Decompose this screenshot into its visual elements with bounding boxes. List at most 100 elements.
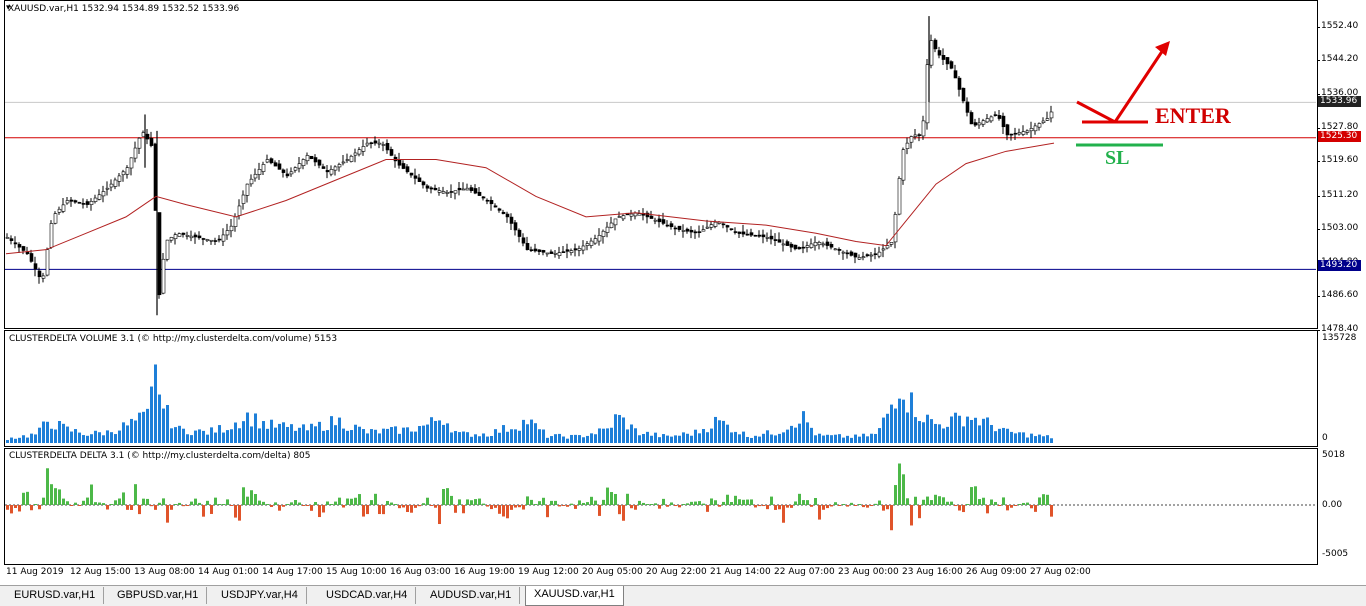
candle-body [137,137,142,149]
volume-bar [538,429,541,443]
candle-body [213,240,218,242]
volume-bar [466,432,469,443]
delta-bar [394,504,397,505]
candle-body [325,170,330,173]
volume-bar [914,417,917,443]
delta-bar [574,505,577,509]
delta-bar [518,505,521,508]
volume-bar [562,436,565,443]
time-label: 26 Aug 09:00 [966,567,1027,577]
price-pane[interactable] [4,0,1318,329]
volume-bar [378,433,381,443]
volume-bar [1050,438,1053,443]
delta-bar [346,498,349,505]
volume-bar [978,425,981,443]
candle-body [573,248,578,251]
delta-bar [54,488,57,505]
candle-body [633,212,638,217]
volume-bar [966,416,969,443]
symbol-tab[interactable]: USDJPY.var,H4 [213,587,307,604]
candle-body [589,240,594,246]
volume-bar [158,394,161,443]
volume-bar [490,436,493,443]
candle-body [9,238,14,241]
chart-menu-icon[interactable]: ▾ [6,3,11,13]
delta-bar [378,505,381,515]
volume-bar [242,421,245,443]
delta-bar [114,500,117,505]
candle-body [713,221,718,227]
candle-body [89,201,94,205]
delta-bar [726,494,729,505]
delta-bar [614,493,617,505]
candle-body [321,166,326,169]
delta-bar [278,505,281,511]
delta-bar [762,505,765,507]
delta-bar [466,499,469,505]
candle-body [817,242,822,246]
candle-body [581,245,586,251]
delta-bar [678,505,681,508]
candle-body [349,155,354,162]
volume-bar [1042,436,1045,443]
symbol-tab[interactable]: USDCAD.var,H4 [318,587,417,604]
delta-bar [478,498,481,505]
delta-bar [742,499,745,505]
volume-bar [986,417,989,443]
symbol-tab[interactable]: AUDUSD.var,H1 [422,587,521,604]
volume-bar [114,434,117,443]
volume-bar [674,435,677,443]
delta-bar [970,487,973,505]
delta-bar [826,505,829,509]
delta-bar [838,505,841,506]
delta-bar [474,499,477,505]
volume-bar [598,428,601,443]
candle-body [417,177,422,182]
volume-bar [390,427,393,443]
candle-body [941,55,946,60]
volume-pane[interactable] [4,330,1318,447]
volume-bar [330,416,333,443]
volume-bar [554,434,557,443]
candle-body [57,208,62,213]
time-label: 14 Aug 17:00 [262,567,323,577]
symbol-tab[interactable]: XAUUSD.var,H1 [525,586,624,606]
volume-bar [882,417,885,443]
delta-bar [990,499,993,505]
delta-bar [358,494,361,505]
candle-body [953,70,958,79]
candle-body [585,243,590,246]
delta-bar [766,505,769,510]
volume-bar [942,428,945,443]
delta-bar [662,498,665,505]
volume-bar [370,429,373,443]
candle-body [693,231,698,234]
delta-bar [814,498,817,505]
candle-body [1005,124,1010,136]
volume-bar [798,423,801,443]
candle-body [593,238,598,244]
candle-body [377,142,382,145]
candle-body [637,213,642,216]
delta-bar [1022,502,1025,505]
volume-bar [138,412,141,443]
delta-bar [986,505,989,514]
volume-bar [518,430,521,443]
symbol-tab[interactable]: EURUSD.var,H1 [6,587,105,604]
candle-body [165,239,170,260]
volume-bar [694,429,697,443]
volume-bar [662,434,665,443]
delta-bar [258,500,261,505]
volume-bar [350,430,353,443]
volume-bar [290,424,293,443]
volume-bar [866,436,869,443]
volume-bar [778,433,781,443]
symbol-tab[interactable]: GBPUSD.var,H1 [109,587,208,604]
candle-body [221,234,226,242]
volume-bar [646,431,649,443]
volume-bar [402,427,405,443]
candle-body [329,169,334,175]
volume-bar [842,437,845,443]
candle-body [385,143,390,151]
candle-body [989,116,994,122]
